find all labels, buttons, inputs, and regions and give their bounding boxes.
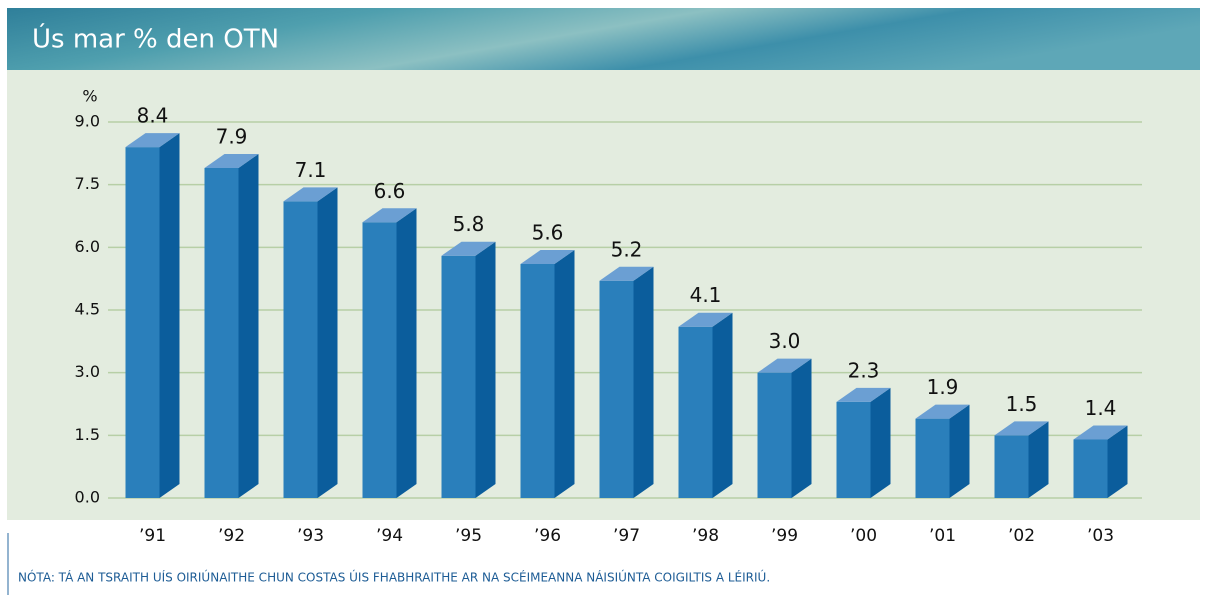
bar-side — [791, 358, 812, 498]
value-label: 7.9 — [216, 124, 248, 148]
y-tick-label: 7.5 — [75, 174, 100, 193]
value-label: 3.0 — [769, 329, 801, 353]
bar — [125, 133, 180, 499]
y-tick-label: 0.0 — [75, 488, 100, 507]
x-tick-label: ’01 — [929, 526, 956, 546]
bar-side — [1028, 421, 1049, 498]
bar-front — [836, 401, 871, 498]
x-tick-label: ’96 — [534, 526, 561, 546]
value-label: 8.4 — [137, 104, 169, 128]
x-tick-label: ’03 — [1087, 526, 1114, 546]
bar-side — [870, 387, 891, 498]
bar — [441, 241, 496, 498]
value-label: 1.9 — [927, 375, 959, 399]
bar-top — [599, 266, 654, 281]
bar-top — [757, 358, 812, 373]
bar — [678, 312, 733, 498]
bar — [520, 250, 575, 498]
bar-front — [441, 255, 476, 498]
x-tick-label: ’94 — [376, 526, 403, 546]
bar — [757, 358, 812, 498]
bar — [836, 387, 891, 498]
value-label: 5.6 — [532, 221, 564, 245]
bar-top — [362, 208, 417, 223]
bar-front — [678, 326, 713, 498]
bar-side — [949, 404, 970, 498]
bar-top — [678, 312, 733, 327]
x-tick-label: ’92 — [218, 526, 245, 546]
bar-front — [362, 222, 397, 498]
bar-front — [757, 372, 792, 498]
bar-top — [125, 133, 180, 148]
bar-side — [712, 312, 733, 498]
y-tick-label: 6.0 — [75, 237, 100, 256]
x-tick-label: ’93 — [297, 526, 324, 546]
x-tick-label: ’98 — [692, 526, 719, 546]
y-tick-label: 1.5 — [75, 425, 100, 444]
value-label: 2.3 — [848, 358, 880, 382]
bar-front — [520, 264, 555, 498]
bar-side — [238, 153, 259, 498]
bar-top — [204, 153, 259, 168]
y-tick-label: 3.0 — [75, 362, 100, 381]
bar-front — [283, 201, 318, 498]
x-tick-label: ’97 — [613, 526, 640, 546]
bar-top — [915, 404, 970, 419]
bar — [283, 187, 338, 498]
value-label: 4.1 — [690, 283, 722, 307]
x-tick-label: ’91 — [139, 526, 166, 546]
x-tick-label: ’00 — [850, 526, 877, 546]
bar-top — [441, 241, 496, 256]
bar-side — [475, 241, 496, 498]
x-tick-label: ’99 — [771, 526, 798, 546]
bar-side — [396, 208, 417, 498]
bar — [1073, 425, 1128, 498]
value-label: 5.2 — [611, 237, 643, 261]
bar — [204, 153, 259, 498]
bar-side — [633, 266, 654, 498]
value-label: 7.1 — [295, 158, 327, 182]
bar-top — [836, 387, 891, 402]
bar-front — [125, 147, 160, 499]
bar-side — [159, 133, 180, 499]
bar-top — [520, 250, 575, 265]
value-label: 1.4 — [1085, 396, 1117, 420]
bar-front — [994, 435, 1029, 498]
bar-top — [283, 187, 338, 202]
x-tick-label: ’95 — [455, 526, 482, 546]
bar — [915, 404, 970, 498]
note: NÓTA: TÁ AN TSRAITH UÍS OIRIÚNAITHE CHUN… — [18, 570, 770, 585]
value-label: 6.6 — [374, 179, 406, 203]
bar-top — [994, 421, 1049, 436]
value-label: 1.5 — [1006, 392, 1038, 416]
bar-top — [1073, 425, 1128, 440]
bar-side — [317, 187, 338, 498]
bar-side — [554, 250, 575, 498]
bar — [599, 266, 654, 498]
bar — [362, 208, 417, 498]
y-tick-label: 9.0 — [75, 112, 100, 131]
bar-front — [915, 418, 950, 498]
bar-front — [204, 167, 239, 498]
chart-title: Ús mar % den OTN — [32, 23, 279, 55]
value-label: 5.8 — [453, 212, 485, 236]
bar-front — [599, 280, 634, 498]
bar-side — [1107, 425, 1128, 498]
bar — [994, 421, 1049, 498]
y-unit: % — [82, 87, 97, 106]
header-band — [7, 8, 1200, 70]
x-tick-label: ’02 — [1008, 526, 1035, 546]
bar-front — [1073, 439, 1108, 498]
y-tick-label: 4.5 — [75, 300, 100, 319]
